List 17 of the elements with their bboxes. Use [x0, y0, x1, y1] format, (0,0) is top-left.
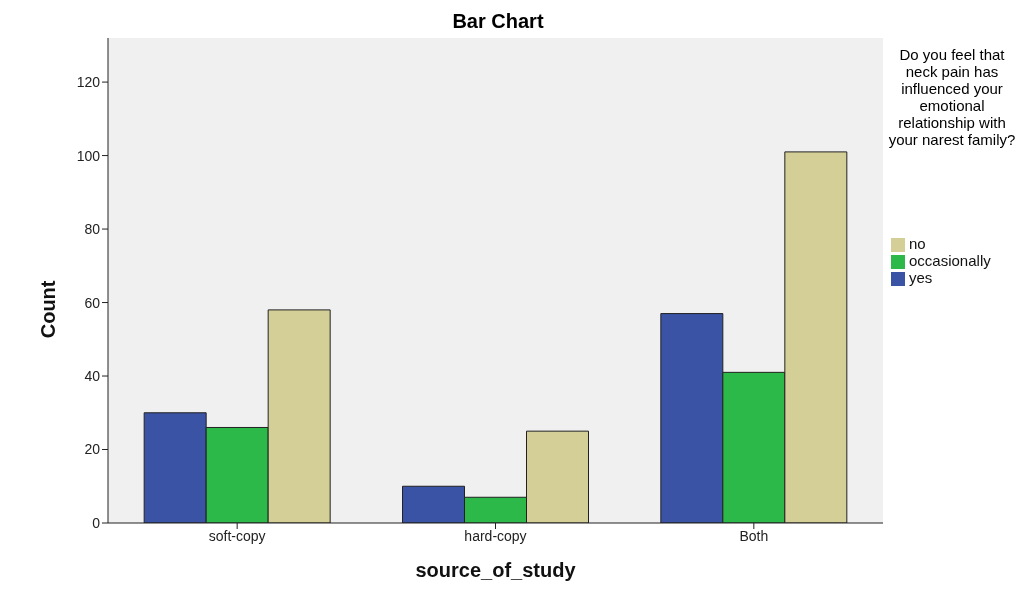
x-tick-label: soft-copy: [208, 527, 266, 544]
y-tick-label: 60: [84, 294, 101, 311]
y-tick-label: 40: [84, 368, 101, 384]
legend-title: Do you feel that neck pain has influenced your emotional relationship with your narest family?: [888, 46, 1016, 148]
x-tick-label: Both: [739, 527, 769, 544]
y-tick-label: 80: [84, 221, 101, 238]
y-axis-title: Count: [37, 280, 60, 339]
y-tick-label: 20: [84, 441, 101, 458]
legend-label: no: [909, 234, 926, 252]
x-axis-title: source_of_study: [415, 559, 577, 582]
y-tick-label: 120: [76, 74, 101, 91]
chart-title: Bar Chart: [451, 10, 545, 33]
y-tick-label: 100: [76, 147, 101, 164]
x-tick-label: hard-copy: [464, 527, 527, 544]
y-tick-label: 0: [92, 514, 101, 531]
legend-label: yes: [909, 269, 933, 287]
legend-label: occasionally: [909, 251, 991, 269]
